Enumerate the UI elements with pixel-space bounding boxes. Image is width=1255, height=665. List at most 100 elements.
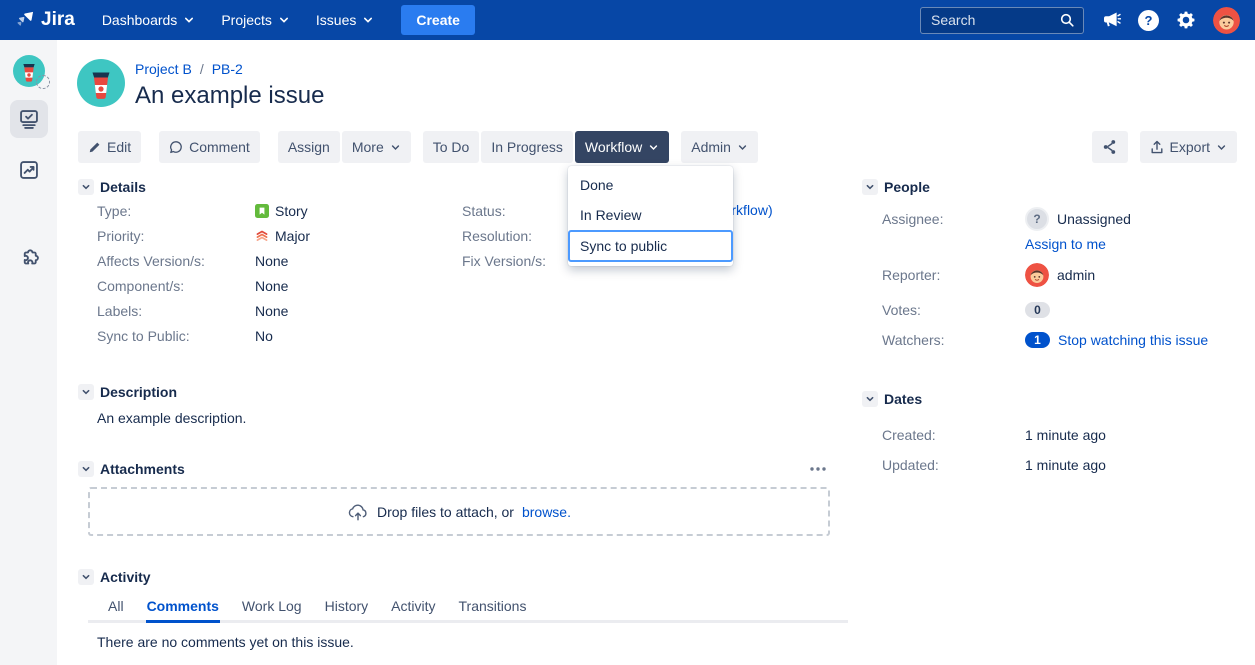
top-navbar: Jira Dashboards Projects Issues Create (0, 0, 1255, 40)
nav-projects[interactable]: Projects (208, 0, 303, 40)
breadcrumb-separator: / (199, 61, 204, 77)
details-left-column: Type: Story Priority: Major Affects (97, 198, 310, 348)
chevron-down-icon (1216, 142, 1227, 153)
dates-section-header: Dates (862, 390, 922, 408)
puzzle-icon (18, 247, 40, 269)
pencil-icon (88, 141, 101, 154)
updated-row: Updated: 1 minute ago (882, 457, 1106, 473)
settings-gear-icon[interactable] (1176, 10, 1196, 30)
search-icon[interactable] (1059, 12, 1075, 28)
search-input[interactable] (929, 11, 1059, 29)
assign-to-me-row: Assign to me (1025, 236, 1106, 252)
edit-button[interactable]: Edit (78, 131, 142, 163)
collapse-chevron-icon[interactable] (862, 391, 878, 407)
tab-work-log[interactable]: Work Log (241, 598, 302, 614)
created-row: Created: 1 minute ago (882, 427, 1106, 443)
tab-activity[interactable]: Activity (391, 598, 436, 614)
sidebar-item-reports[interactable] (10, 151, 48, 189)
field-row-priority: Priority: Major (97, 227, 311, 244)
board-icon (18, 108, 40, 130)
transition-group: To Do In Progress Workflow (422, 131, 670, 163)
attachments-section-header: Attachments (78, 460, 185, 478)
collapse-chevron-icon[interactable] (78, 461, 94, 477)
no-comments-message: There are no comments yet on this issue. (97, 634, 354, 650)
in-progress-button[interactable]: In Progress (481, 131, 573, 163)
user-avatar[interactable] (1213, 6, 1240, 34)
field-row-sync-to-public: Sync to Public: No (97, 327, 273, 344)
tab-transitions[interactable]: Transitions (458, 598, 527, 614)
announcement-icon[interactable] (1101, 10, 1121, 30)
chevron-down-icon (390, 142, 401, 153)
search-box[interactable] (920, 6, 1084, 34)
comment-button[interactable]: Comment (159, 131, 260, 163)
watchers-badge[interactable]: 1 (1025, 332, 1050, 348)
comment-bubble-icon (169, 140, 183, 154)
breadcrumb-issue-key-link[interactable]: PB-2 (211, 61, 243, 77)
field-row-labels: Labels: None (97, 302, 289, 319)
collapse-chevron-icon[interactable] (862, 179, 878, 195)
stop-watching-link[interactable]: Stop watching this issue (1058, 332, 1209, 348)
issue-title: An example issue (135, 82, 325, 109)
workflow-menu-item-in-review[interactable]: In Review (580, 207, 642, 223)
admin-button[interactable]: Admin (681, 131, 758, 163)
chevron-down-icon (278, 14, 290, 26)
activity-tabs: All Comments Work Log History Activity T… (88, 596, 848, 623)
assign-to-me-link[interactable]: Assign to me (1025, 236, 1106, 252)
cloud-upload-icon (347, 502, 369, 521)
export-icon (1150, 140, 1164, 155)
people-section-header: People (862, 178, 930, 196)
description-text[interactable]: An example description. (97, 410, 247, 426)
project-sidebar (0, 40, 57, 665)
project-avatar[interactable] (77, 59, 125, 107)
assign-more-group: Assign More (277, 131, 411, 163)
nav-dashboards[interactable]: Dashboards (89, 0, 209, 40)
votes-badge[interactable]: 0 (1025, 302, 1050, 318)
collapse-chevron-icon[interactable] (78, 569, 94, 585)
create-button[interactable]: Create (401, 5, 475, 35)
tab-comments[interactable]: Comments (145, 596, 220, 623)
collapse-chevron-icon[interactable] (78, 179, 94, 195)
chevron-down-icon (362, 14, 374, 26)
assign-button[interactable]: Assign (277, 131, 340, 163)
field-row-type: Type: Story (97, 202, 308, 219)
workflow-menu-item-done[interactable]: Done (580, 177, 614, 193)
sidebar-project-avatar[interactable] (12, 55, 50, 89)
attachments-more-options-icon[interactable] (805, 460, 831, 478)
issue-toolbar: Edit Comment Assign More To Do In Progre… (78, 131, 1237, 163)
breadcrumb-project-link[interactable]: Project B (135, 61, 192, 77)
priority-major-icon (255, 229, 269, 243)
collapse-chevron-icon[interactable] (78, 384, 94, 400)
sidebar-item-addons[interactable] (10, 239, 48, 277)
jira-logo-icon (14, 9, 36, 31)
field-row-status: Status: (462, 202, 506, 219)
workflow-button[interactable]: Workflow (574, 131, 670, 163)
export-button[interactable]: Export (1139, 131, 1237, 163)
reporter-row: Reporter: admin (882, 262, 1095, 288)
browse-link[interactable]: browse. (521, 503, 571, 520)
field-row-resolution: Resolution: (462, 227, 533, 244)
watchers-row: Watchers: 1 Stop watching this issue (882, 332, 1209, 348)
story-type-icon (255, 203, 269, 218)
unassigned-avatar-icon: ? (1025, 207, 1049, 231)
tab-history[interactable]: History (324, 598, 369, 614)
chevron-down-icon (648, 142, 659, 153)
breadcrumb: Project B / PB-2 (135, 61, 243, 77)
tab-all[interactable]: All (108, 598, 124, 614)
jira-logo[interactable]: Jira (14, 9, 75, 31)
details-section-header: Details (78, 178, 146, 196)
workflow-menu-item-sync-to-public[interactable]: Sync to public (568, 230, 733, 262)
help-icon[interactable]: ? (1138, 9, 1159, 31)
share-button[interactable] (1091, 131, 1128, 163)
more-button[interactable]: More (341, 131, 411, 163)
activity-section-header: Activity (78, 568, 151, 586)
to-do-button[interactable]: To Do (422, 131, 480, 163)
jira-logo-text: Jira (41, 9, 75, 30)
field-row-affects-version: Affects Version/s: None (97, 252, 289, 269)
chevron-down-icon (737, 142, 748, 153)
sidebar-item-board[interactable] (9, 100, 48, 138)
reporter-avatar[interactable] (1025, 263, 1049, 287)
nav-issues[interactable]: Issues (303, 0, 387, 40)
workflow-dropdown-menu: Done In Review Sync to public (568, 166, 733, 266)
issue-view: Project B / PB-2 An example issue Edit C… (57, 40, 1255, 665)
attachment-dropzone[interactable]: Drop files to attach, or browse. (88, 487, 830, 536)
